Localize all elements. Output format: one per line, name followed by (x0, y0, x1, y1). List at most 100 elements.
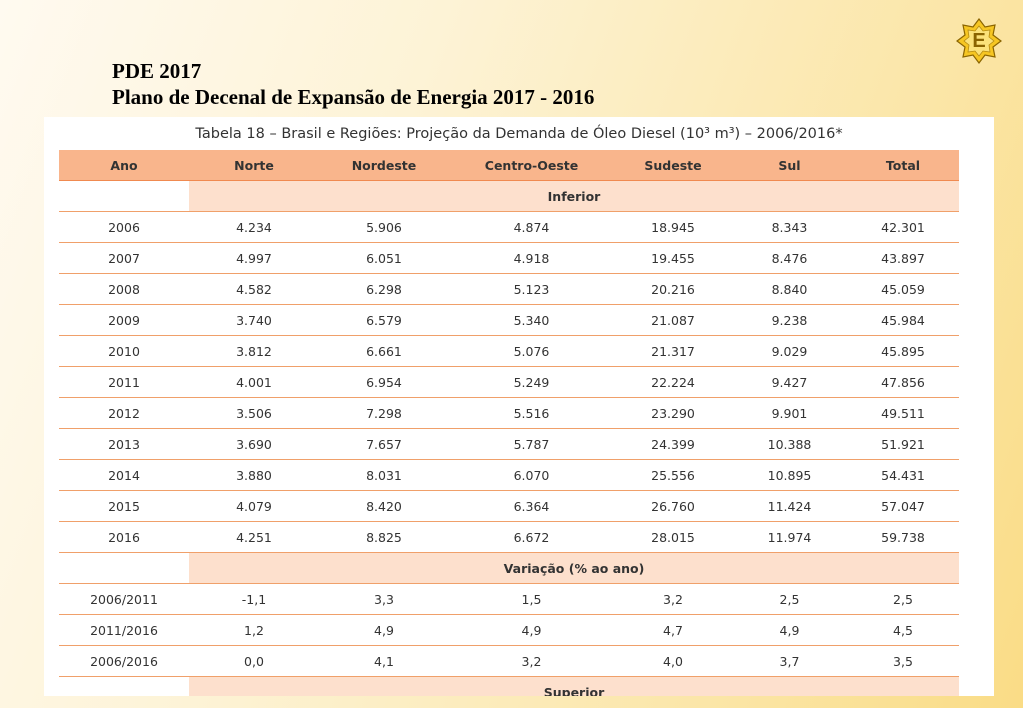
cell-ano: 2008 (59, 273, 189, 305)
cell-norte: 4.001 (189, 366, 319, 398)
cell-centro-oeste: 4.874 (449, 211, 614, 243)
cell-ano: 2007 (59, 242, 189, 274)
cell-sul: 9.901 (732, 397, 847, 429)
table-row: 2011 4.001 6.954 5.249 22.224 9.427 47.856 (59, 366, 959, 398)
cell-norte: 3.812 (189, 335, 319, 367)
cell-norte: 4.582 (189, 273, 319, 305)
cell-nordeste: 6.661 (319, 335, 449, 367)
section-label: Variação (% ao ano) (189, 552, 959, 584)
cell-sul: 3,7 (732, 645, 847, 677)
table-row: 2007 4.997 6.051 4.918 19.455 8.476 43.897 (59, 242, 959, 274)
cell-norte: 3.506 (189, 397, 319, 429)
cell-nordeste: 4,1 (319, 645, 449, 677)
cell-sul: 8.476 (732, 242, 847, 274)
cell-centro-oeste: 5.076 (449, 335, 614, 367)
section-spacer-cell (59, 676, 189, 696)
cell-centro-oeste: 5.340 (449, 304, 614, 336)
cell-sudeste: 22.224 (614, 366, 732, 398)
cell-sudeste: 3,2 (614, 583, 732, 615)
cell-total: 57.047 (847, 490, 959, 522)
diesel-demand-table: Ano Norte Nordeste Centro-Oeste Sudeste … (59, 150, 959, 696)
table-row: 2014 3.880 8.031 6.070 25.556 10.895 54.431 (59, 459, 959, 491)
table-header-row: Ano Norte Nordeste Centro-Oeste Sudeste … (59, 150, 959, 181)
cell-sul: 8.840 (732, 273, 847, 305)
cell-nordeste: 7.298 (319, 397, 449, 429)
cell-nordeste: 6.579 (319, 304, 449, 336)
cell-centro-oeste: 1,5 (449, 583, 614, 615)
cell-centro-oeste: 5.516 (449, 397, 614, 429)
cell-nordeste: 6.051 (319, 242, 449, 274)
table-row: 2016 4.251 8.825 6.672 28.015 11.974 59.738 (59, 521, 959, 553)
cell-ano: 2010 (59, 335, 189, 367)
cell-sul: 10.388 (732, 428, 847, 460)
cell-norte: -1,1 (189, 583, 319, 615)
table-row: 2006/2016 0,0 4,1 3,2 4,0 3,7 3,5 (59, 645, 959, 677)
cell-sul: 9.427 (732, 366, 847, 398)
cell-sudeste: 25.556 (614, 459, 732, 491)
cell-sul: 10.895 (732, 459, 847, 491)
header-centro-oeste: Centro-Oeste (449, 150, 614, 181)
cell-ano: 2016 (59, 521, 189, 553)
cell-nordeste: 8.031 (319, 459, 449, 491)
table-row: 2006 4.234 5.906 4.874 18.945 8.343 42.301 (59, 211, 959, 243)
cell-sudeste: 28.015 (614, 521, 732, 553)
cell-sudeste: 19.455 (614, 242, 732, 274)
section-label: Superior (189, 676, 959, 696)
cell-nordeste: 3,3 (319, 583, 449, 615)
cell-nordeste: 6.298 (319, 273, 449, 305)
cell-sul: 4,9 (732, 614, 847, 646)
cell-sul: 11.424 (732, 490, 847, 522)
slide-title-line-2: Plano de Decenal de Expansão de Energia … (112, 85, 595, 109)
cell-ano: 2006 (59, 211, 189, 243)
cell-centro-oeste: 5.249 (449, 366, 614, 398)
cell-centro-oeste: 5.123 (449, 273, 614, 305)
table-row: 2009 3.740 6.579 5.340 21.087 9.238 45.984 (59, 304, 959, 336)
cell-ano: 2009 (59, 304, 189, 336)
cell-total: 49.511 (847, 397, 959, 429)
cell-centro-oeste: 4,9 (449, 614, 614, 646)
cell-sudeste: 4,7 (614, 614, 732, 646)
logo-badge: E (955, 17, 1003, 65)
cell-total: 59.738 (847, 521, 959, 553)
table-row: 2006/2011 -1,1 3,3 1,5 3,2 2,5 2,5 (59, 583, 959, 615)
table-row: 2011/2016 1,2 4,9 4,9 4,7 4,9 4,5 (59, 614, 959, 646)
cell-nordeste: 5.906 (319, 211, 449, 243)
cell-total: 54.431 (847, 459, 959, 491)
header-ano: Ano (59, 150, 189, 181)
cell-ano: 2013 (59, 428, 189, 460)
table-body: Inferior 2006 4.234 5.906 4.874 18.945 8.343 42… (59, 180, 959, 696)
header-sudeste: Sudeste (614, 150, 732, 181)
cell-total: 42.301 (847, 211, 959, 243)
cell-norte: 3.880 (189, 459, 319, 491)
cell-norte: 4.997 (189, 242, 319, 274)
table-panel: Tabela 18 – Brasil e Regiões: Projeção d… (44, 117, 994, 696)
slide-title: PDE 2017 Plano de Decenal de Expansão de… (112, 58, 594, 110)
cell-sudeste: 4,0 (614, 645, 732, 677)
cell-norte: 1,2 (189, 614, 319, 646)
cell-ano: 2006/2016 (59, 645, 189, 677)
header-norte: Norte (189, 150, 319, 181)
cell-sul: 8.343 (732, 211, 847, 243)
cell-total: 51.921 (847, 428, 959, 460)
cell-ano: 2014 (59, 459, 189, 491)
table-row: 2013 3.690 7.657 5.787 24.399 10.388 51.921 (59, 428, 959, 460)
cell-norte: 4.079 (189, 490, 319, 522)
slide-title-line-1: PDE 2017 (112, 59, 202, 83)
cell-sudeste: 23.290 (614, 397, 732, 429)
cell-centro-oeste: 4.918 (449, 242, 614, 274)
cell-nordeste: 8.825 (319, 521, 449, 553)
section-row: Variação (% ao ano) (59, 552, 959, 584)
cell-centro-oeste: 6.672 (449, 521, 614, 553)
cell-ano: 2006/2011 (59, 583, 189, 615)
star-badge-icon (956, 18, 1002, 64)
cell-nordeste: 4,9 (319, 614, 449, 646)
cell-sudeste: 20.216 (614, 273, 732, 305)
cell-total: 45.059 (847, 273, 959, 305)
cell-ano: 2015 (59, 490, 189, 522)
logo-letter: E (972, 29, 986, 52)
cell-total: 45.984 (847, 304, 959, 336)
section-spacer-cell (59, 180, 189, 212)
cell-sul: 2,5 (732, 583, 847, 615)
cell-centro-oeste: 5.787 (449, 428, 614, 460)
cell-total: 3,5 (847, 645, 959, 677)
